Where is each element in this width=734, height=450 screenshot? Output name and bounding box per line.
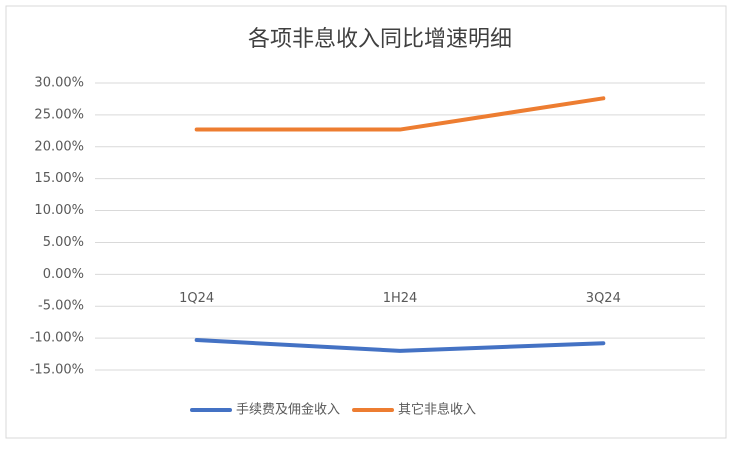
y-tick-label: 20.00% — [34, 139, 84, 154]
y-tick-label: 15.00% — [34, 171, 84, 186]
legend-label: 其它非息收入 — [398, 402, 476, 418]
y-tick-label: 10.00% — [34, 203, 84, 218]
x-tick-label: 1Q24 — [179, 291, 214, 306]
y-tick-label: 30.00% — [34, 76, 84, 91]
y-tick-label: -15.00% — [30, 363, 84, 378]
x-tick-label: 3Q24 — [586, 291, 621, 306]
line-series — [194, 96, 606, 132]
y-tick-label: -5.00% — [38, 299, 84, 314]
chart-title: 各项非息收入同比增速明细 — [248, 27, 512, 52]
chart-border — [5, 5, 727, 439]
line-series — [194, 338, 606, 353]
y-tick-label: 25.00% — [34, 107, 84, 122]
x-tick-label: 1H24 — [383, 291, 418, 306]
legend-label: 手续费及佣金收入 — [236, 402, 340, 418]
y-tick-label: 5.00% — [43, 235, 84, 250]
y-tick-label: -10.00% — [30, 331, 84, 346]
y-tick-label: 0.00% — [43, 267, 84, 282]
